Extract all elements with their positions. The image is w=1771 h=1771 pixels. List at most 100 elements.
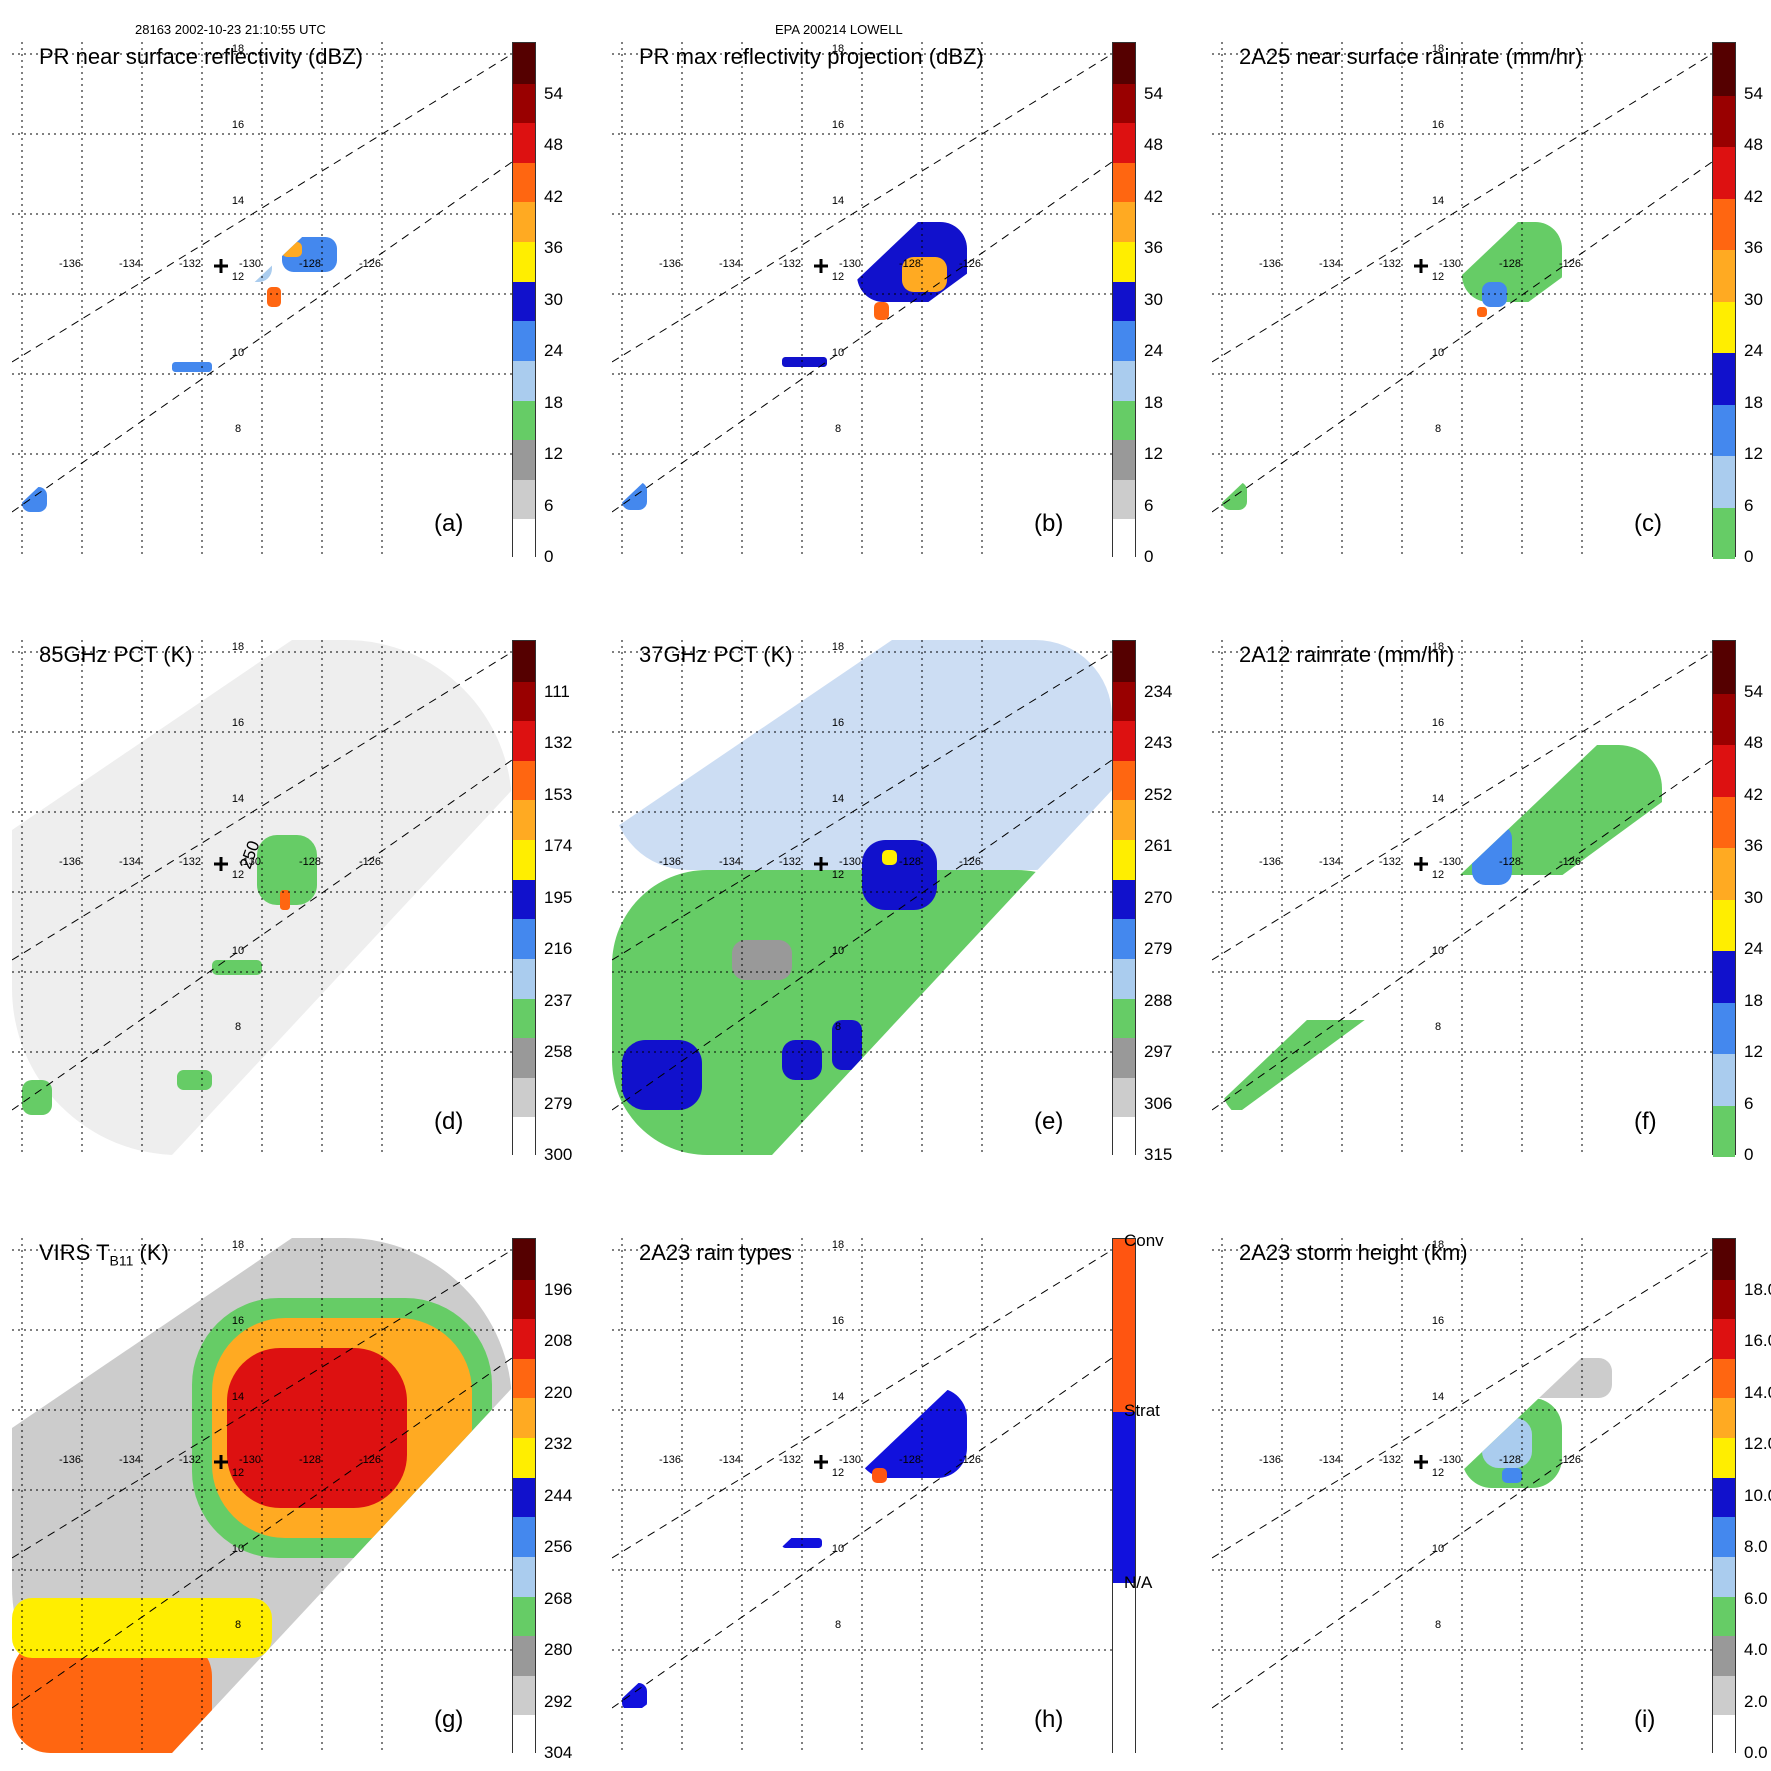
panel-e: -136 -134 -132 -130 -128 -126 18 16 14 12 10 8 37GHz… [612, 640, 1212, 1164]
lat-label: 8 [235, 1021, 241, 1033]
colorbar-segment [1713, 1516, 1735, 1557]
storm-center-icon [214, 259, 228, 273]
precip-area [832, 1020, 862, 1070]
lat-label: 18 [232, 641, 244, 653]
lon-label: -136 [59, 258, 81, 270]
colorbar-tick-label: 111 [544, 682, 570, 701]
colorbar-tick-label: 36 [1744, 238, 1763, 258]
lat-label: 14 [1432, 1391, 1444, 1403]
colorbar-tick-label: 280 [544, 1640, 573, 1660]
panel-title: 2A23 rain types [639, 1240, 792, 1265]
lon-label: -128 [899, 1454, 921, 1466]
lat-label: 12 [232, 271, 244, 283]
storm-center-icon [814, 857, 828, 871]
colorbar-tick-label: 16.0 [1744, 1331, 1771, 1351]
colorbar-tick-label: 256 [544, 1537, 573, 1557]
precip-area [1222, 1020, 1422, 1110]
precip-area [902, 257, 947, 292]
colorbar-tick-label: 315 [1144, 1145, 1173, 1164]
colorbar-segment [1113, 1037, 1135, 1078]
lat-label: 8 [235, 423, 241, 435]
colorbar-segment [513, 82, 535, 124]
colorbar-tick-label: 30 [544, 289, 563, 309]
colorbar [1112, 42, 1136, 559]
colorbar-tick-label: 258 [544, 1042, 573, 1062]
colorbar-segment [1113, 799, 1135, 841]
colorbar-tick-label: 0 [544, 547, 554, 566]
colorbar-segment [1113, 280, 1135, 322]
storm-center-icon [1414, 1455, 1428, 1469]
colorbar-tick-label: 279 [1144, 939, 1173, 959]
colorbar-segment [1113, 122, 1135, 163]
colorbar-tick-label: 6 [1744, 1093, 1754, 1113]
colorbar-tick-label: 12.0 [1744, 1434, 1771, 1454]
lat-label: 8 [1435, 423, 1441, 435]
lat-label: 16 [832, 119, 844, 131]
colorbar-segment [1113, 641, 1135, 682]
lat-label: 10 [832, 1543, 844, 1555]
colorbar-segment [1713, 300, 1735, 353]
precip-area [882, 850, 897, 865]
colorbar-segment [513, 759, 535, 801]
colorbar-segment [1713, 1239, 1735, 1280]
precip-area [227, 1348, 407, 1508]
colorbar-tick-label: Conv [1124, 1231, 1164, 1250]
colorbar-tick-label: 24 [1744, 341, 1763, 361]
colorbar-segment [513, 839, 535, 880]
colorbar-segment [513, 43, 535, 84]
precip-area [782, 357, 827, 367]
lat-label: 16 [232, 1315, 244, 1327]
colorbar-segment [1713, 1635, 1735, 1676]
precip-area [280, 890, 290, 910]
colorbar-segment [1713, 847, 1735, 900]
colorbar-segment [513, 1437, 535, 1478]
colorbar-segment [513, 201, 535, 243]
colorbar-tick-label: 48 [544, 135, 563, 155]
lon-label: -134 [1319, 856, 1341, 868]
colorbar-segment [513, 1674, 535, 1716]
colorbar-segment [1113, 359, 1135, 401]
lon-label: -128 [299, 258, 321, 270]
colorbar-tick-label: 2.0 [1744, 1691, 1768, 1711]
colorbar-segment [513, 280, 535, 322]
colorbar-segment [513, 320, 535, 361]
colorbar-tick-label: 252 [1144, 784, 1173, 804]
colorbar-segment [513, 1116, 535, 1157]
precip-area [874, 302, 889, 320]
lon-label: -126 [959, 258, 981, 270]
panel-label: (c) [1634, 510, 1662, 537]
panel-label: (i) [1634, 1706, 1656, 1733]
colorbar-tick-label: 6 [1744, 495, 1754, 515]
storm-center-icon [814, 259, 828, 273]
lat-label: 14 [1432, 195, 1444, 207]
lon-label: -134 [1319, 258, 1341, 270]
colorbar [512, 1238, 536, 1755]
lon-label: -130 [839, 856, 861, 868]
lon-label: -132 [179, 1454, 201, 1466]
lon-label: -134 [719, 1454, 741, 1466]
colorbar-segment [1713, 1437, 1735, 1478]
map-a: -136 -134 -132 -130 -128 -126 18 16 14 12 10 8 [12, 42, 512, 557]
colorbar-tick-label: 12 [1744, 444, 1763, 464]
map-i: -136 -134 -132 -130 -128 -126 18 16 14 12 10 8 [1212, 1238, 1712, 1753]
precip-area [267, 287, 281, 307]
colorbar-tick-label: 12 [1744, 1042, 1763, 1062]
lon-label: -134 [119, 258, 141, 270]
lon-label: -128 [899, 258, 921, 270]
precip-area [1222, 482, 1247, 510]
lat-label: 18 [832, 1239, 844, 1251]
lat-label: 18 [1432, 641, 1444, 653]
lat-label: 10 [832, 945, 844, 957]
colorbar-tick-label: 6.0 [1744, 1588, 1768, 1608]
colorbar-tick-label: 42 [1744, 186, 1763, 206]
colorbar-tick-label: 48 [1744, 733, 1763, 753]
panel-i: -136 -134 -132 -130 -128 -126 18 16 14 12 10 8 2A23 … [1212, 1238, 1771, 1762]
colorbar-tick-label: 12 [1144, 444, 1163, 464]
precip-area [22, 1080, 52, 1115]
colorbar-segment [1113, 680, 1135, 722]
colorbar-tick-label: 0 [1744, 1145, 1754, 1164]
lat-label: 16 [832, 1315, 844, 1327]
colorbar-segment [1713, 1595, 1735, 1637]
lon-label: -126 [359, 258, 381, 270]
colorbar-segment [1113, 82, 1135, 124]
